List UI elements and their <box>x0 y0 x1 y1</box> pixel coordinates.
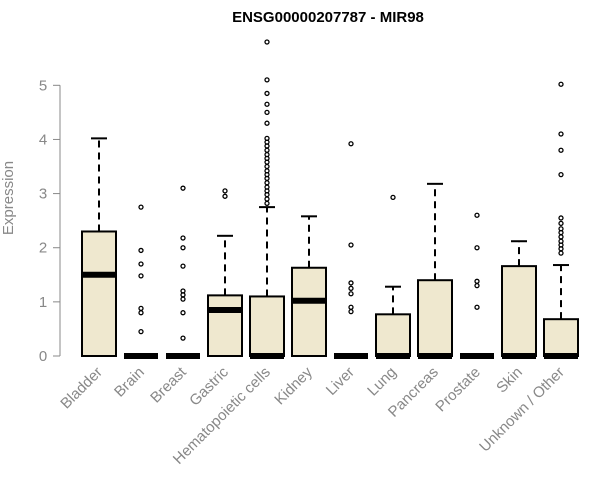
outlier-point <box>348 285 354 291</box>
outlier-point <box>180 235 186 241</box>
box-group <box>207 188 243 357</box>
outlier-point <box>348 291 354 297</box>
outlier-point <box>180 310 186 316</box>
x-category-label: Liver <box>323 364 358 399</box>
x-category-label: Bladder <box>57 364 106 413</box>
x-category-label: Brain <box>111 364 148 401</box>
x-category-label: Kidney <box>271 363 316 408</box>
outlier-point <box>558 220 564 227</box>
outlier-point <box>558 147 564 153</box>
outlier-point <box>348 141 354 147</box>
x-category-label: Lung <box>364 364 400 400</box>
outlier-point <box>558 215 564 221</box>
outlier-point <box>348 280 354 286</box>
box-iqr <box>291 266 327 357</box>
box-iqr <box>417 279 453 358</box>
outlier-point <box>222 193 228 199</box>
outlier-point <box>264 163 270 170</box>
y-tick-label: 0 <box>39 348 47 365</box>
outlier-point <box>138 247 144 254</box>
outlier-point <box>264 90 270 97</box>
outlier-point <box>180 296 186 302</box>
outlier-point <box>180 335 186 341</box>
outlier-point <box>264 168 270 174</box>
x-category-label: Prostate <box>432 364 484 416</box>
outlier-point <box>264 120 270 126</box>
outlier-point <box>138 273 144 279</box>
outlier-point <box>180 245 186 251</box>
x-category-label: Skin <box>493 364 526 397</box>
box-group <box>291 215 327 357</box>
outlier-point <box>558 81 564 87</box>
outlier-point <box>180 288 186 294</box>
outlier-point <box>264 77 270 83</box>
box-group <box>501 240 537 359</box>
outlier-point <box>474 278 480 284</box>
outlier-point <box>558 250 564 256</box>
y-tick-label: 1 <box>39 294 47 311</box>
y-tick-label: 3 <box>39 186 47 203</box>
outlier-point <box>558 226 564 232</box>
outlier-point <box>558 238 564 244</box>
outlier-point <box>180 185 186 191</box>
outlier-point <box>138 328 144 335</box>
outlier-point <box>180 263 186 269</box>
outlier-point <box>138 305 144 312</box>
outlier-point <box>348 308 354 315</box>
y-axis: 0 1 2 3 4 5 <box>39 77 61 365</box>
y-tick-label: 5 <box>39 77 47 94</box>
outlier-point <box>264 109 270 116</box>
y-axis-label: Expression <box>0 161 17 235</box>
chart-title: ENSG00000207787 - MIR98 <box>232 9 424 26</box>
box-group <box>81 137 117 357</box>
box-group <box>460 212 494 359</box>
outlier-point <box>138 261 144 267</box>
outlier-point <box>348 304 354 310</box>
box-group <box>543 81 579 359</box>
box-group <box>334 141 368 359</box>
outlier-point <box>264 196 270 202</box>
outlier-point <box>264 200 270 206</box>
box-group <box>166 185 200 359</box>
outlier-point <box>138 204 144 210</box>
x-category-label: Breast <box>147 363 190 406</box>
y-tick-label: 2 <box>39 240 47 257</box>
box-iqr <box>501 265 537 358</box>
outlier-point <box>264 39 270 45</box>
outlier-point <box>348 242 354 248</box>
y-tick-label: 4 <box>39 131 47 148</box>
outlier-point <box>558 234 564 240</box>
outlier-point <box>558 131 564 137</box>
box-group <box>375 194 411 359</box>
outlier-point <box>264 184 270 190</box>
outlier-point <box>222 188 228 194</box>
outlier-point <box>264 135 270 142</box>
outlier-point <box>264 151 270 158</box>
box-iqr <box>375 313 411 357</box>
box-iqr <box>543 318 579 358</box>
box-iqr <box>81 230 117 357</box>
outlier-point <box>264 180 270 186</box>
outlier-point <box>264 101 270 107</box>
box-group <box>124 204 158 359</box>
outlier-point <box>138 310 144 316</box>
box-iqr <box>207 294 243 357</box>
boxes-group <box>81 39 579 359</box>
outlier-point <box>474 282 480 289</box>
box-group <box>417 182 453 359</box>
outlier-point <box>474 245 480 251</box>
outlier-point <box>474 304 480 310</box>
outlier-point <box>474 212 480 218</box>
outlier-point <box>390 194 396 201</box>
outlier-point <box>558 171 564 178</box>
box-iqr <box>249 295 285 357</box>
box-group <box>249 39 285 359</box>
outlier-point <box>264 147 270 153</box>
